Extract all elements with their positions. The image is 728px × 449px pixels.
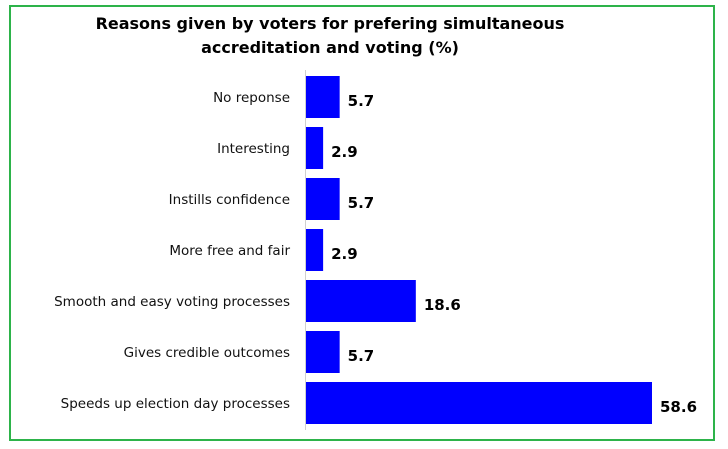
value-label-4: 2.9	[331, 245, 358, 263]
value-label-5: 18.6	[424, 296, 461, 314]
chart-frame	[9, 5, 715, 441]
bar-3	[306, 178, 340, 220]
value-label-6: 5.7	[348, 347, 375, 365]
category-label-1: No reponse	[213, 90, 290, 106]
category-label-7: Speeds up election day processes	[61, 396, 290, 412]
category-label-4: More free and fair	[169, 243, 290, 259]
bar-1	[306, 76, 340, 118]
bar-5	[306, 280, 416, 322]
value-label-2: 2.9	[331, 143, 358, 161]
chart-title-line-1: Reasons given by voters for prefering si…	[95, 14, 565, 33]
category-label-2: Interesting	[217, 141, 290, 157]
category-label-6: Gives credible outcomes	[124, 345, 290, 361]
bars-layer: No reponse 5.7 Interesting 2.9 Instills conf…	[54, 76, 697, 424]
value-label-3: 5.7	[348, 194, 375, 212]
category-label-3: Instills confidence	[169, 192, 290, 208]
category-label-5: Smooth and easy voting processes	[54, 294, 290, 310]
bar-6	[306, 331, 340, 373]
value-label-7: 58.6	[660, 398, 697, 416]
bar-7	[306, 382, 652, 424]
bar-2	[306, 127, 324, 169]
bar-4	[306, 229, 324, 271]
value-label-1: 5.7	[348, 92, 375, 110]
chart-title-line-2: accreditation and voting (%)	[201, 38, 459, 57]
chart-title: Reasons given by voters for prefering si…	[0, 12, 660, 60]
